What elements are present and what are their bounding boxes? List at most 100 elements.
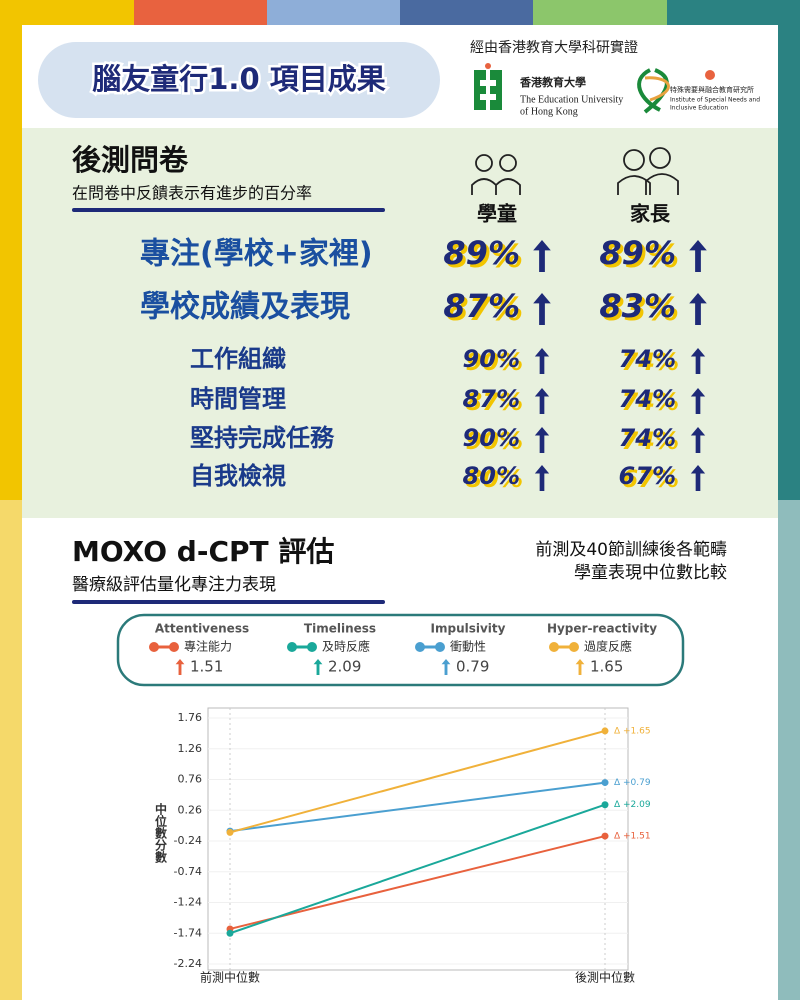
value-shadow: 89% xyxy=(446,237,523,275)
legend-name-zh: 及時反應 xyxy=(322,639,370,654)
x-tick-label: 前測中位數 xyxy=(200,970,260,985)
up-arrow xyxy=(175,659,185,675)
legend-name: Impulsivity xyxy=(431,622,506,636)
section-note: 學童表現中位數比較 xyxy=(574,563,727,583)
legend-change: 2.09 xyxy=(328,658,361,676)
up-arrow xyxy=(534,388,550,414)
kids-icon xyxy=(471,154,521,195)
up-arrow xyxy=(533,293,551,325)
survey-value: 89% xyxy=(443,234,520,272)
up-arrow xyxy=(575,659,585,675)
logo-name: 香港教育大學 xyxy=(519,75,586,89)
eduhk-logo xyxy=(474,63,502,110)
survey-value: 90% xyxy=(463,424,520,452)
up-arrow xyxy=(690,465,706,491)
underline xyxy=(72,600,385,604)
legend-dot xyxy=(169,642,179,652)
stripe xyxy=(267,0,400,25)
stripe xyxy=(0,0,134,25)
side-strip xyxy=(0,500,22,1000)
up-arrow xyxy=(534,465,550,491)
data-point xyxy=(601,832,609,840)
column-header: 學童 xyxy=(477,202,517,226)
legend-dot xyxy=(287,642,297,652)
survey-panel xyxy=(22,128,778,518)
y-tick-label: -0.74 xyxy=(174,865,202,878)
up-arrow xyxy=(690,427,706,453)
series-line xyxy=(229,729,606,834)
icon-part xyxy=(623,149,645,171)
data-point xyxy=(601,727,609,735)
survey-value: 87% xyxy=(463,385,520,413)
series-line xyxy=(229,803,606,935)
y-tick-label: 0.76 xyxy=(178,773,203,786)
value-shadow: 83% xyxy=(602,290,679,328)
survey-value: 89% xyxy=(599,234,676,272)
row-label: 自我檢視 xyxy=(190,462,286,490)
value-shadow: 67% xyxy=(622,465,679,493)
logo-shape xyxy=(474,70,486,110)
delta-label: Δ +0.79 xyxy=(614,778,651,788)
legend-dot xyxy=(569,642,579,652)
up-arrow xyxy=(534,427,550,453)
legend-change: 1.65 xyxy=(590,658,623,676)
delta-label: Δ +2.09 xyxy=(614,800,651,810)
value-shadow: 90% xyxy=(466,427,523,455)
value-shadow: 74% xyxy=(622,427,679,455)
value-shadow: 74% xyxy=(622,348,679,376)
logo-text: The Education University xyxy=(520,94,623,105)
logo-text: Inclusive Education xyxy=(670,105,728,112)
side-strip xyxy=(0,25,22,500)
logo-shape xyxy=(480,80,496,86)
survey-value: 74% xyxy=(619,424,676,452)
legend-name: Timeliness xyxy=(304,622,376,636)
row-label: 堅持完成任務 xyxy=(190,424,335,452)
y-tick-label: 1.26 xyxy=(178,742,203,755)
legend-change: 1.51 xyxy=(190,658,223,676)
legend-name-zh: 專注能力 xyxy=(184,639,232,654)
plot-area xyxy=(207,707,629,971)
side-strip xyxy=(778,25,800,500)
logo-text: of Hong Kong xyxy=(520,106,578,117)
stripe xyxy=(134,0,267,25)
stripe xyxy=(533,0,667,25)
legend-dot xyxy=(415,642,425,652)
survey-value: 74% xyxy=(619,385,676,413)
logo-shape xyxy=(485,63,491,69)
y-tick-label: -0.24 xyxy=(174,834,202,847)
data-point xyxy=(226,828,234,836)
legend-change: 0.79 xyxy=(456,658,489,676)
value-shadow: 80% xyxy=(466,465,523,493)
icon-part xyxy=(471,178,521,195)
up-arrow xyxy=(533,240,551,272)
isne-logo xyxy=(637,68,715,114)
logo-shape xyxy=(637,68,669,114)
icon-part xyxy=(649,147,671,169)
legend-dot xyxy=(149,642,159,652)
value-shadow: 87% xyxy=(466,388,523,416)
endorsement: 經由香港教育大學科研實證 xyxy=(470,39,638,56)
column-header: 家長 xyxy=(630,202,671,226)
legend-dot xyxy=(549,642,559,652)
data-point xyxy=(601,779,609,787)
survey-value: 83% xyxy=(599,287,676,325)
value-shadow: 90% xyxy=(466,348,523,376)
up-arrow xyxy=(689,240,707,272)
logo-shape xyxy=(705,70,715,80)
section-subtitle: 在問卷中反饋表示有進步的百分率 xyxy=(72,184,312,203)
up-arrow xyxy=(313,659,323,675)
up-arrow xyxy=(690,348,706,374)
legend-name: Hyper-reactivity xyxy=(547,622,657,636)
legend-name: Attentiveness xyxy=(155,622,249,636)
row-label: 學校成績及表現 xyxy=(140,290,350,325)
up-arrow xyxy=(689,293,707,325)
logo-name: 特殊需要與融合教育研究所 xyxy=(670,85,754,94)
stripe xyxy=(667,0,800,25)
y-tick-label: -1.74 xyxy=(174,926,202,939)
up-arrow xyxy=(690,388,706,414)
row-label: 工作組織 xyxy=(190,345,286,373)
y-tick-label: 0.26 xyxy=(178,803,203,816)
parents-icon xyxy=(617,147,679,195)
delta-label: Δ +1.51 xyxy=(614,832,651,842)
x-tick-label: 後測中位數 xyxy=(575,970,635,985)
